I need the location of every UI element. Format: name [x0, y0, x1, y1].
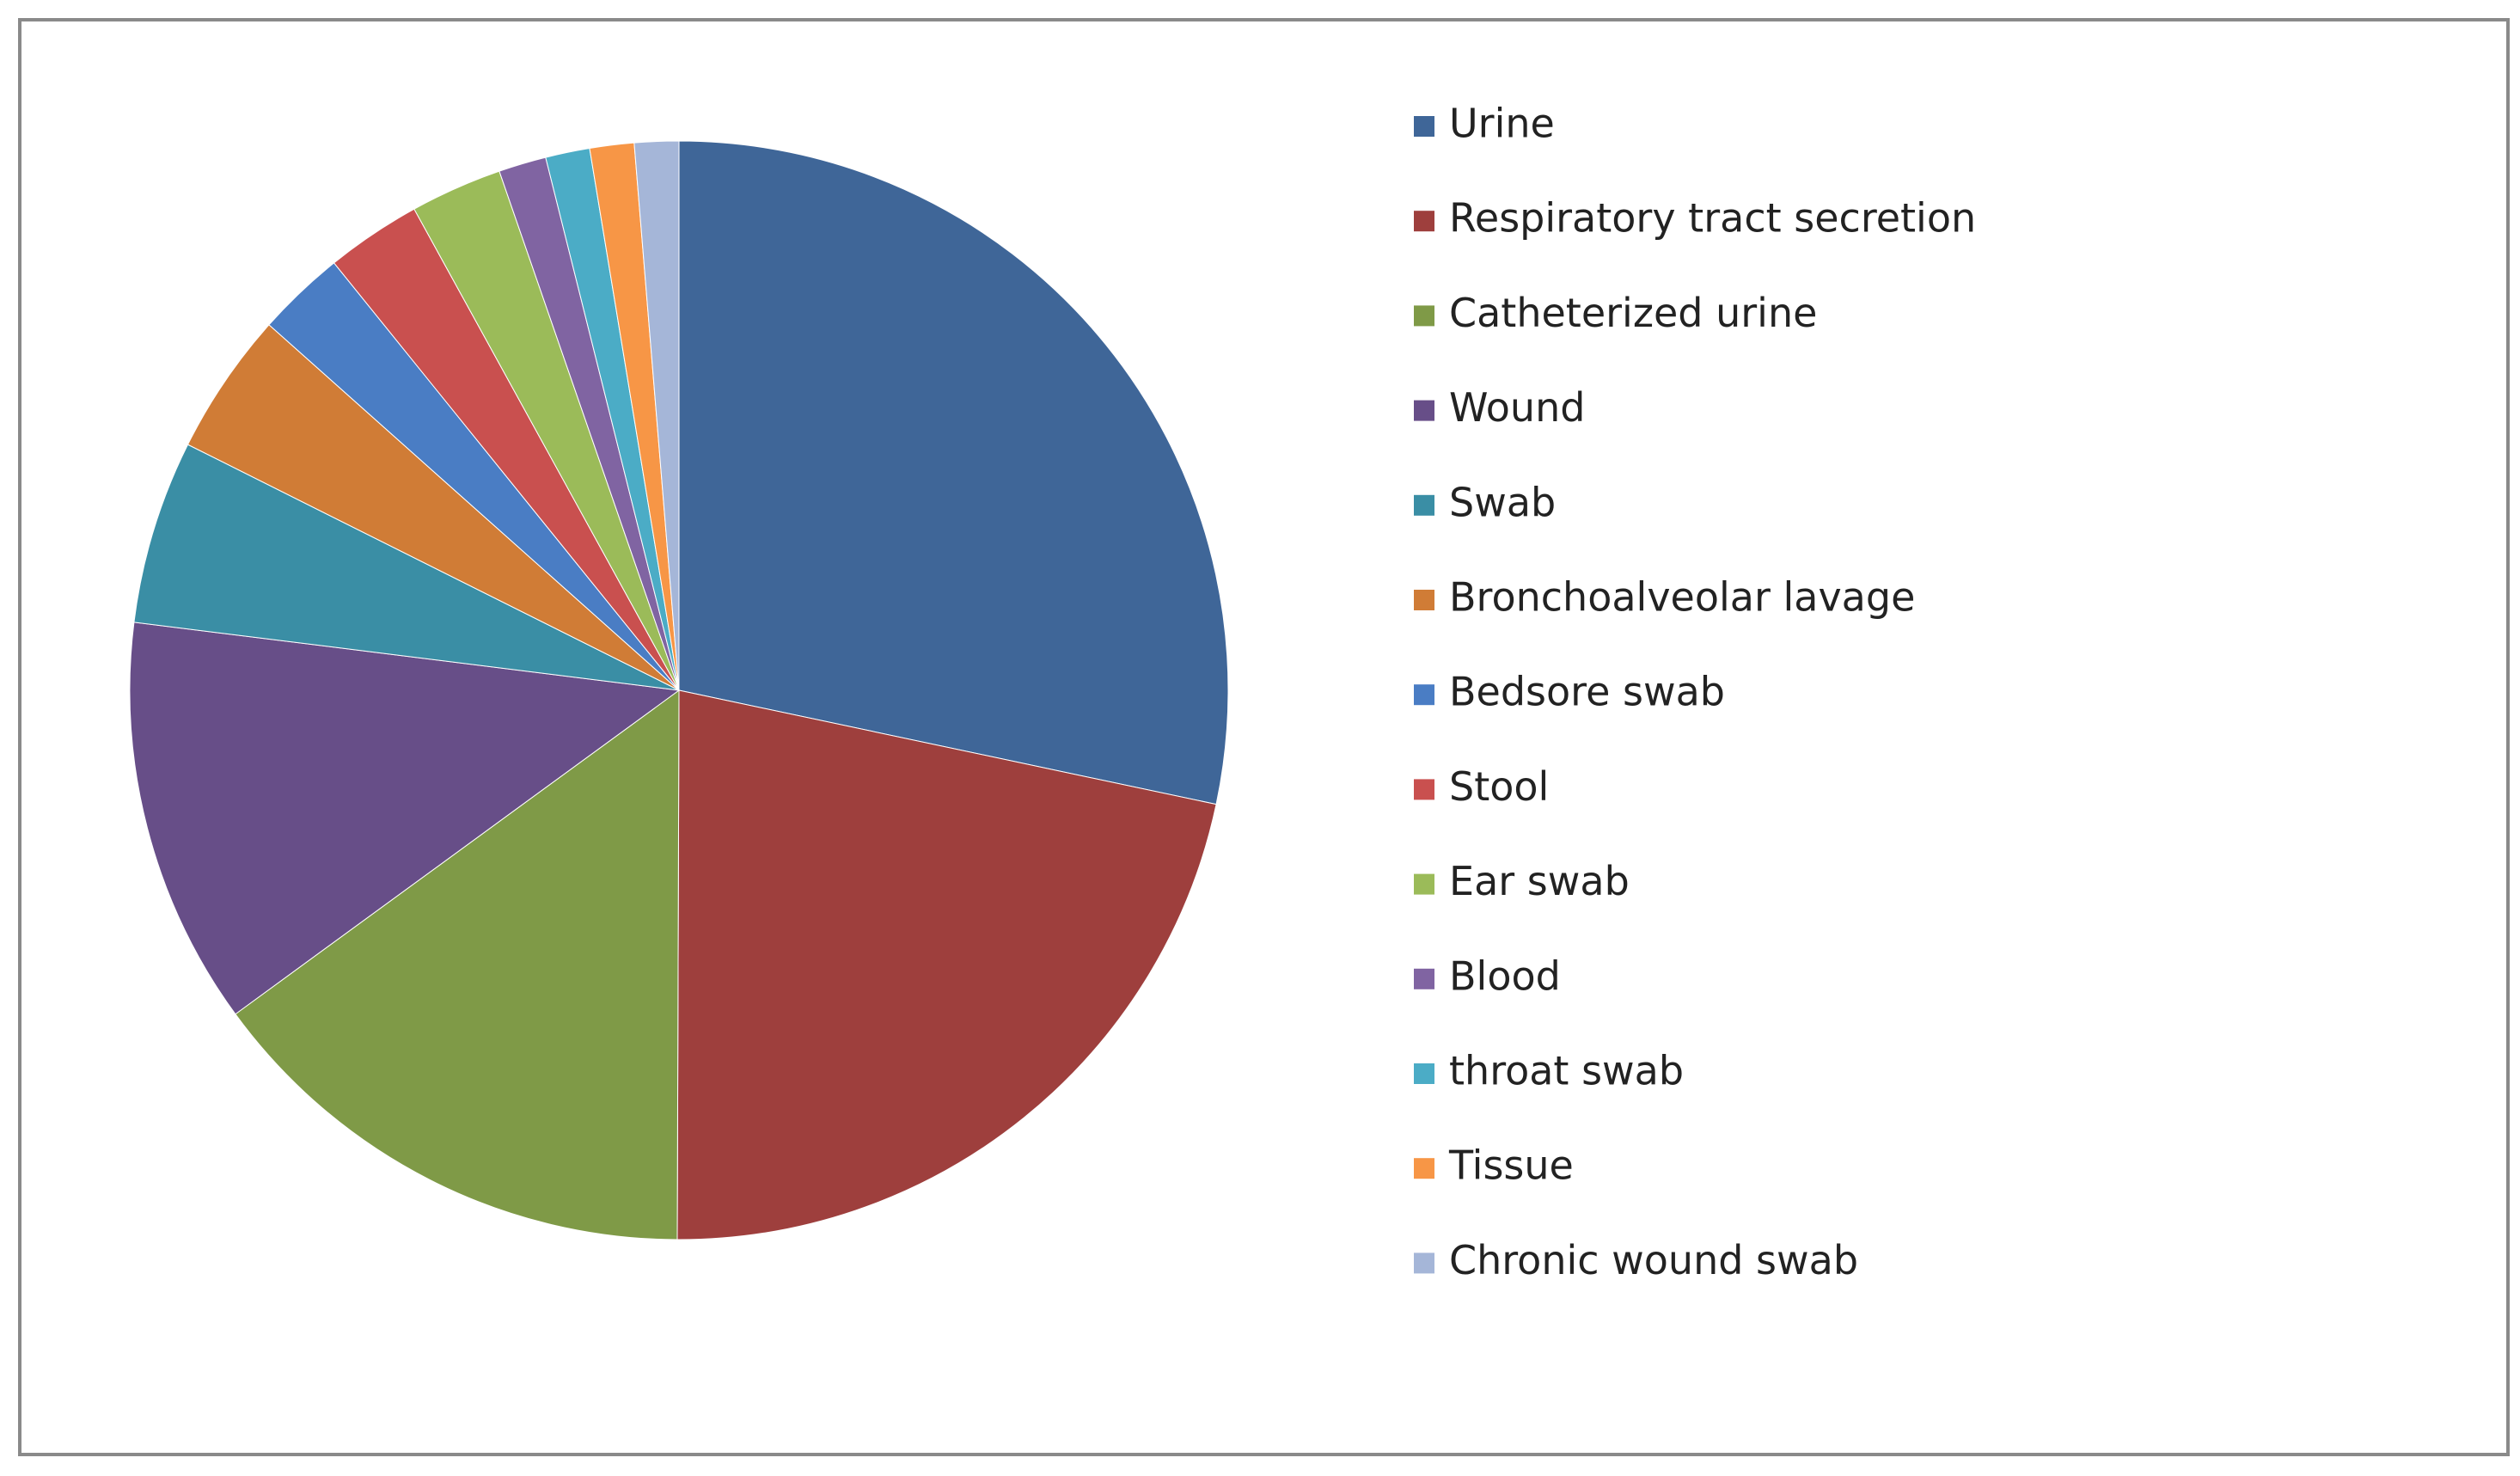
- legend-swatch: [1414, 873, 1434, 895]
- legend-swatch: [1414, 684, 1434, 706]
- legend-swatch: [1414, 779, 1434, 800]
- pie-slice: [129, 622, 681, 1015]
- pie-slice: [633, 140, 680, 691]
- legend-swatch: [1414, 116, 1434, 137]
- legend-label: Stool: [1449, 763, 1549, 810]
- legend-label: Blood: [1449, 952, 1561, 999]
- legend-label: Swab: [1449, 479, 1556, 525]
- legend-swatch: [1414, 494, 1434, 516]
- legend-label: Bronchoalveolar lavage: [1449, 574, 1915, 621]
- legend-label: Bedsore swab: [1449, 669, 1725, 715]
- legend-label: Chronic wound swab: [1449, 1237, 1858, 1283]
- legend-label: Wound: [1449, 384, 1585, 431]
- legend-label: Tissue: [1448, 1142, 1574, 1189]
- legend-swatch: [1414, 1063, 1434, 1084]
- legend-swatch: [1414, 590, 1434, 610]
- legend-swatch: [1414, 211, 1434, 232]
- legend-label: Respiratory tract secretion: [1449, 195, 1976, 242]
- pie-slice: [678, 140, 1229, 805]
- legend-label: throat swab: [1449, 1048, 1684, 1094]
- pie-slice: [235, 689, 680, 1240]
- legend-label: Catheterized urine: [1449, 290, 1817, 336]
- legend-label: Ear swab: [1449, 858, 1630, 904]
- legend-swatch: [1414, 1158, 1434, 1179]
- legend-swatch: [1414, 400, 1434, 421]
- legend-swatch: [1414, 968, 1434, 989]
- legend-label: Urine: [1449, 101, 1555, 147]
- pie-slice: [187, 324, 680, 691]
- legend-swatch: [1414, 305, 1434, 327]
- pie-slice: [133, 444, 680, 691]
- legend-swatch: [1414, 1252, 1434, 1274]
- pie-slice: [676, 689, 1217, 1240]
